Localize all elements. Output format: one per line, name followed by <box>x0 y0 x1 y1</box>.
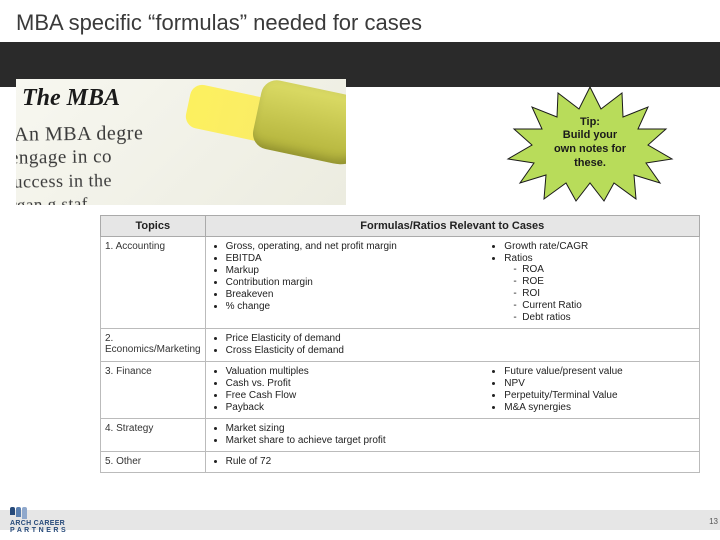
formula-item: % change <box>226 301 479 312</box>
formula-item: Future value/present value <box>504 366 695 377</box>
formula-subitem: Debt ratios <box>522 312 695 323</box>
logo-line2: P A R T N E R S <box>10 527 66 534</box>
formula-item: Market share to achieve target profit <box>226 435 695 446</box>
formulas-cell: Market sizingMarket share to achieve tar… <box>205 419 699 452</box>
formula-subitem: ROE <box>522 276 695 287</box>
topic-cell: 4. Strategy <box>101 419 206 452</box>
formula-item: Gross, operating, and net profit margin <box>226 241 479 252</box>
photo-line: organ g staf <box>16 194 88 205</box>
photo-heading: The MBA <box>22 85 120 112</box>
topic-cell: 1. Accounting <box>101 237 206 329</box>
photo-line: engage in co <box>16 146 112 169</box>
tip-line: Tip: <box>580 116 600 130</box>
formula-item: Free Cash Flow <box>226 390 479 401</box>
formula-item: Contribution margin <box>226 277 479 288</box>
formulas-cell: Valuation multiplesCash vs. ProfitFree C… <box>205 362 699 419</box>
header-topics: Topics <box>101 216 206 237</box>
formula-item: Price Elasticity of demand <box>226 333 695 344</box>
formula-subitem: Current Ratio <box>522 300 695 311</box>
header-formulas: Formulas/Ratios Relevant to Cases <box>205 216 699 237</box>
logo-line1: ARCH CAREER <box>10 520 66 527</box>
table-row: 4. StrategyMarket sizingMarket share to … <box>101 419 700 452</box>
slide-title: MBA specific “formulas” needed for cases <box>0 0 720 45</box>
table-row: 5. Other Rule of 72 <box>101 452 700 473</box>
formula-item: Breakeven <box>226 289 479 300</box>
topic-cell: 3. Finance <box>101 362 206 419</box>
table-row: 2. Economics/MarketingPrice Elasticity o… <box>101 329 700 362</box>
tip-text: Tip: Build your own notes for these. <box>500 83 680 203</box>
formula-item: Market sizing <box>226 423 695 434</box>
formulas-table: Topics Formulas/Ratios Relevant to Cases… <box>100 215 700 473</box>
formula-item: Markup <box>226 265 479 276</box>
topic-cell: 5. Other <box>101 452 206 473</box>
highlighter-body <box>250 79 346 171</box>
formula-item: RatiosROAROEROICurrent RatioDebt ratios <box>504 253 695 323</box>
footer-strip <box>0 510 720 530</box>
page-number: 13 <box>709 517 718 526</box>
tip-callout: Tip: Build your own notes for these. <box>500 83 680 203</box>
topic-cell: 2. Economics/Marketing <box>101 329 206 362</box>
formula-item: Valuation multiples <box>226 366 479 377</box>
formula-subitem: ROI <box>522 288 695 299</box>
tip-line: Build your <box>563 129 617 143</box>
formula-item: Payback <box>226 402 479 413</box>
formulas-cell: Rule of 72 <box>205 452 699 473</box>
formula-item: EBITDA <box>226 253 479 264</box>
formula-item: Growth rate/CAGR <box>504 241 695 252</box>
mba-photo: The MBA An MBA degre engage in co succes… <box>16 79 346 205</box>
formulas-cell: Gross, operating, and net profit marginE… <box>205 237 699 329</box>
formula-item: Cash vs. Profit <box>226 378 479 389</box>
formula-item: Cross Elasticity of demand <box>226 345 695 356</box>
table-header-row: Topics Formulas/Ratios Relevant to Cases <box>101 216 700 237</box>
table-row: 3. FinanceValuation multiplesCash vs. Pr… <box>101 362 700 419</box>
arch-career-logo: ARCH CAREER P A R T N E R S <box>10 507 66 534</box>
formula-item: NPV <box>504 378 695 389</box>
formula-item: Perpetuity/Terminal Value <box>504 390 695 401</box>
photo-line: success in the <box>16 170 112 193</box>
formula-item: M&A synergies <box>504 402 695 413</box>
formula-item: Rule of 72 <box>226 456 695 467</box>
tip-line: own notes for <box>554 143 626 157</box>
tip-line: these. <box>574 157 606 171</box>
formulas-cell: Price Elasticity of demandCross Elastici… <box>205 329 699 362</box>
table-row: 1. AccountingGross, operating, and net p… <box>101 237 700 329</box>
photo-line: An MBA degre <box>16 122 143 146</box>
formula-subitem: ROA <box>522 264 695 275</box>
